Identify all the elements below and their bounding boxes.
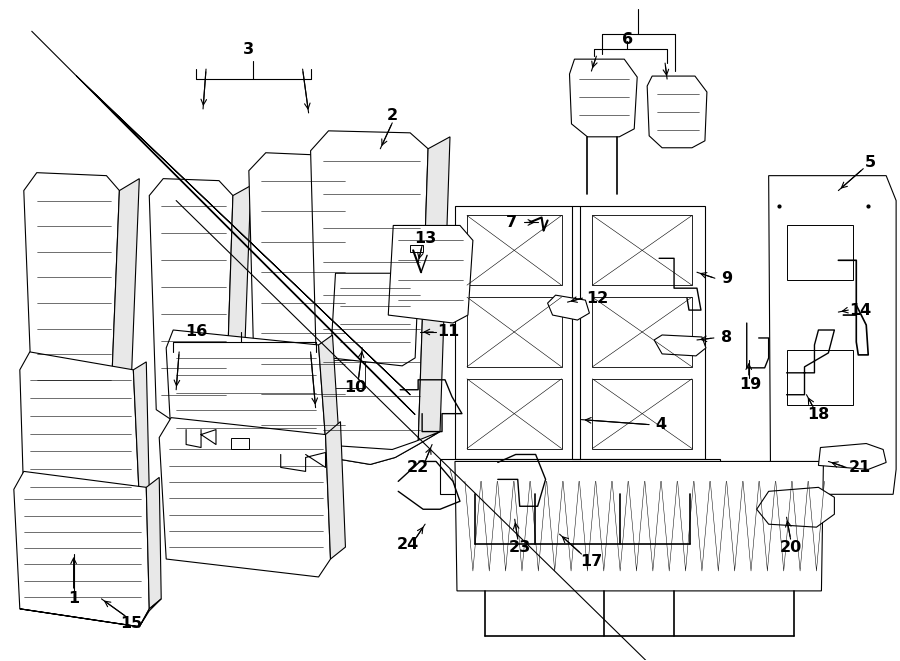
Text: 11: 11 <box>436 325 459 340</box>
Polygon shape <box>330 360 365 388</box>
Polygon shape <box>112 178 140 390</box>
Polygon shape <box>787 225 853 280</box>
Text: 9: 9 <box>721 271 733 286</box>
Text: 22: 22 <box>407 460 429 475</box>
Polygon shape <box>319 335 338 440</box>
Polygon shape <box>467 297 562 367</box>
Polygon shape <box>14 471 149 627</box>
Text: 12: 12 <box>586 291 608 305</box>
Polygon shape <box>326 422 346 559</box>
Polygon shape <box>455 461 824 591</box>
Polygon shape <box>418 137 450 444</box>
Polygon shape <box>647 76 707 148</box>
Polygon shape <box>787 350 853 405</box>
Polygon shape <box>455 206 572 459</box>
Text: 16: 16 <box>184 325 207 340</box>
Text: 1: 1 <box>68 592 79 606</box>
Polygon shape <box>410 245 423 253</box>
Polygon shape <box>654 335 706 356</box>
Text: 6: 6 <box>622 32 633 47</box>
Polygon shape <box>133 362 149 499</box>
Text: 18: 18 <box>807 407 830 422</box>
Text: 8: 8 <box>721 330 733 346</box>
Polygon shape <box>467 379 562 449</box>
Polygon shape <box>330 273 419 366</box>
Text: 24: 24 <box>397 537 419 551</box>
Text: 23: 23 <box>508 539 531 555</box>
Polygon shape <box>547 295 590 320</box>
Text: 14: 14 <box>849 303 871 317</box>
Polygon shape <box>226 186 251 412</box>
Polygon shape <box>570 59 637 137</box>
Text: 17: 17 <box>580 553 602 568</box>
Polygon shape <box>757 487 834 527</box>
Polygon shape <box>818 444 886 469</box>
Text: 13: 13 <box>414 231 436 246</box>
Polygon shape <box>32 385 131 418</box>
Polygon shape <box>171 340 196 360</box>
Polygon shape <box>166 330 326 455</box>
Polygon shape <box>147 477 161 609</box>
Text: 21: 21 <box>849 460 871 475</box>
Text: 15: 15 <box>121 616 142 631</box>
Text: 19: 19 <box>740 377 762 392</box>
Polygon shape <box>149 178 233 434</box>
Text: 3: 3 <box>243 42 255 57</box>
Polygon shape <box>580 206 705 459</box>
Polygon shape <box>319 432 440 465</box>
Polygon shape <box>592 379 692 449</box>
Polygon shape <box>592 215 692 285</box>
Polygon shape <box>388 225 472 323</box>
Polygon shape <box>269 350 299 374</box>
Polygon shape <box>23 173 120 414</box>
Text: 4: 4 <box>655 417 667 432</box>
Polygon shape <box>20 599 161 627</box>
Polygon shape <box>20 352 140 517</box>
Text: 5: 5 <box>865 155 876 171</box>
Text: 10: 10 <box>345 380 366 395</box>
Polygon shape <box>248 153 353 457</box>
Polygon shape <box>467 215 562 285</box>
Polygon shape <box>592 297 692 367</box>
Polygon shape <box>310 131 428 465</box>
Polygon shape <box>159 418 330 577</box>
Polygon shape <box>440 459 720 494</box>
Text: 2: 2 <box>387 108 398 124</box>
Polygon shape <box>231 438 248 449</box>
Text: 7: 7 <box>506 215 518 230</box>
Polygon shape <box>769 176 896 494</box>
Text: 20: 20 <box>779 539 802 555</box>
Polygon shape <box>346 159 375 440</box>
